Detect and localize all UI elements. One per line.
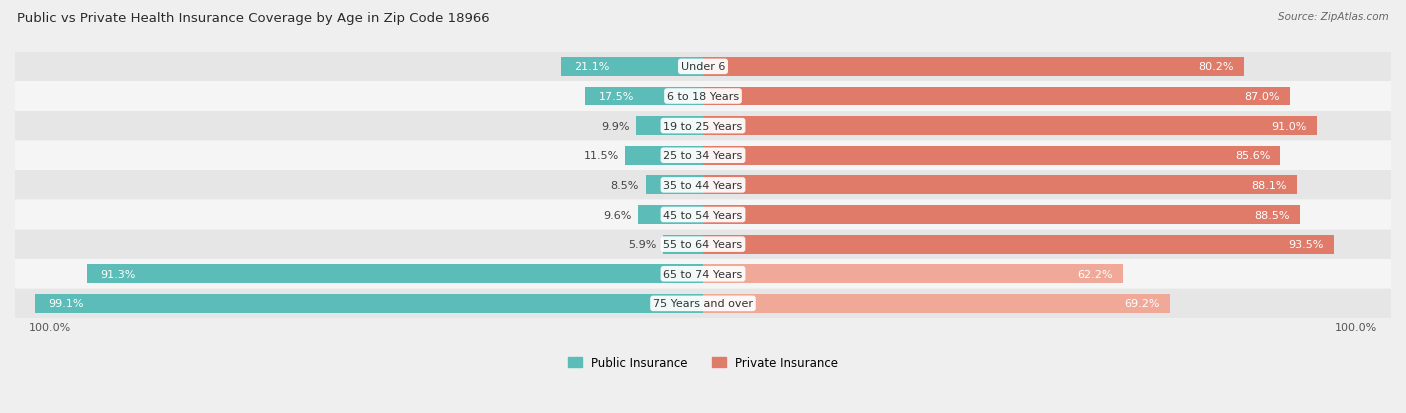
Text: 45 to 54 Years: 45 to 54 Years bbox=[664, 210, 742, 220]
Text: 88.5%: 88.5% bbox=[1254, 210, 1289, 220]
Text: 80.2%: 80.2% bbox=[1198, 62, 1234, 72]
Bar bbox=[703, 147, 1281, 165]
Text: 87.0%: 87.0% bbox=[1244, 92, 1279, 102]
Bar bbox=[638, 206, 703, 224]
Bar bbox=[703, 294, 1170, 313]
Text: Public vs Private Health Insurance Coverage by Age in Zip Code 18966: Public vs Private Health Insurance Cover… bbox=[17, 12, 489, 25]
Text: Under 6: Under 6 bbox=[681, 62, 725, 72]
Text: 62.2%: 62.2% bbox=[1077, 269, 1112, 279]
Bar bbox=[703, 265, 1122, 284]
Bar bbox=[15, 260, 1391, 289]
Bar bbox=[703, 117, 1317, 136]
Text: 19 to 25 Years: 19 to 25 Years bbox=[664, 121, 742, 131]
Bar bbox=[15, 82, 1391, 111]
Bar bbox=[703, 206, 1301, 224]
Text: 8.5%: 8.5% bbox=[610, 180, 638, 190]
Text: 25 to 34 Years: 25 to 34 Years bbox=[664, 151, 742, 161]
Bar bbox=[703, 176, 1298, 195]
Bar bbox=[15, 230, 1391, 259]
Text: Source: ZipAtlas.com: Source: ZipAtlas.com bbox=[1278, 12, 1389, 22]
Bar bbox=[15, 141, 1391, 170]
Bar bbox=[645, 176, 703, 195]
Text: 91.0%: 91.0% bbox=[1271, 121, 1306, 131]
Text: 75 Years and over: 75 Years and over bbox=[652, 299, 754, 309]
Bar bbox=[585, 87, 703, 106]
Text: 93.5%: 93.5% bbox=[1288, 240, 1323, 249]
Bar bbox=[637, 117, 703, 136]
Bar bbox=[703, 58, 1244, 77]
Bar bbox=[664, 235, 703, 254]
Text: 99.1%: 99.1% bbox=[48, 299, 83, 309]
Bar bbox=[15, 200, 1391, 230]
Text: 9.6%: 9.6% bbox=[603, 210, 631, 220]
Bar bbox=[15, 171, 1391, 200]
Text: 11.5%: 11.5% bbox=[583, 151, 619, 161]
Text: 65 to 74 Years: 65 to 74 Years bbox=[664, 269, 742, 279]
Bar bbox=[15, 53, 1391, 82]
Bar bbox=[703, 87, 1289, 106]
Text: 21.1%: 21.1% bbox=[574, 62, 610, 72]
Text: 88.1%: 88.1% bbox=[1251, 180, 1286, 190]
Bar bbox=[703, 235, 1334, 254]
Text: 35 to 44 Years: 35 to 44 Years bbox=[664, 180, 742, 190]
Text: 6 to 18 Years: 6 to 18 Years bbox=[666, 92, 740, 102]
Text: 55 to 64 Years: 55 to 64 Years bbox=[664, 240, 742, 249]
Text: 69.2%: 69.2% bbox=[1125, 299, 1160, 309]
Bar bbox=[561, 58, 703, 77]
Legend: Public Insurance, Private Insurance: Public Insurance, Private Insurance bbox=[568, 356, 838, 369]
Bar bbox=[15, 289, 1391, 318]
Text: 9.9%: 9.9% bbox=[600, 121, 630, 131]
Text: 91.3%: 91.3% bbox=[101, 269, 136, 279]
Bar bbox=[626, 147, 703, 165]
Text: 5.9%: 5.9% bbox=[628, 240, 657, 249]
Bar bbox=[35, 294, 703, 313]
Bar bbox=[87, 265, 703, 284]
Bar bbox=[15, 112, 1391, 141]
Text: 17.5%: 17.5% bbox=[599, 92, 634, 102]
Text: 85.6%: 85.6% bbox=[1234, 151, 1270, 161]
Text: 100.0%: 100.0% bbox=[1336, 322, 1378, 332]
Text: 100.0%: 100.0% bbox=[28, 322, 70, 332]
